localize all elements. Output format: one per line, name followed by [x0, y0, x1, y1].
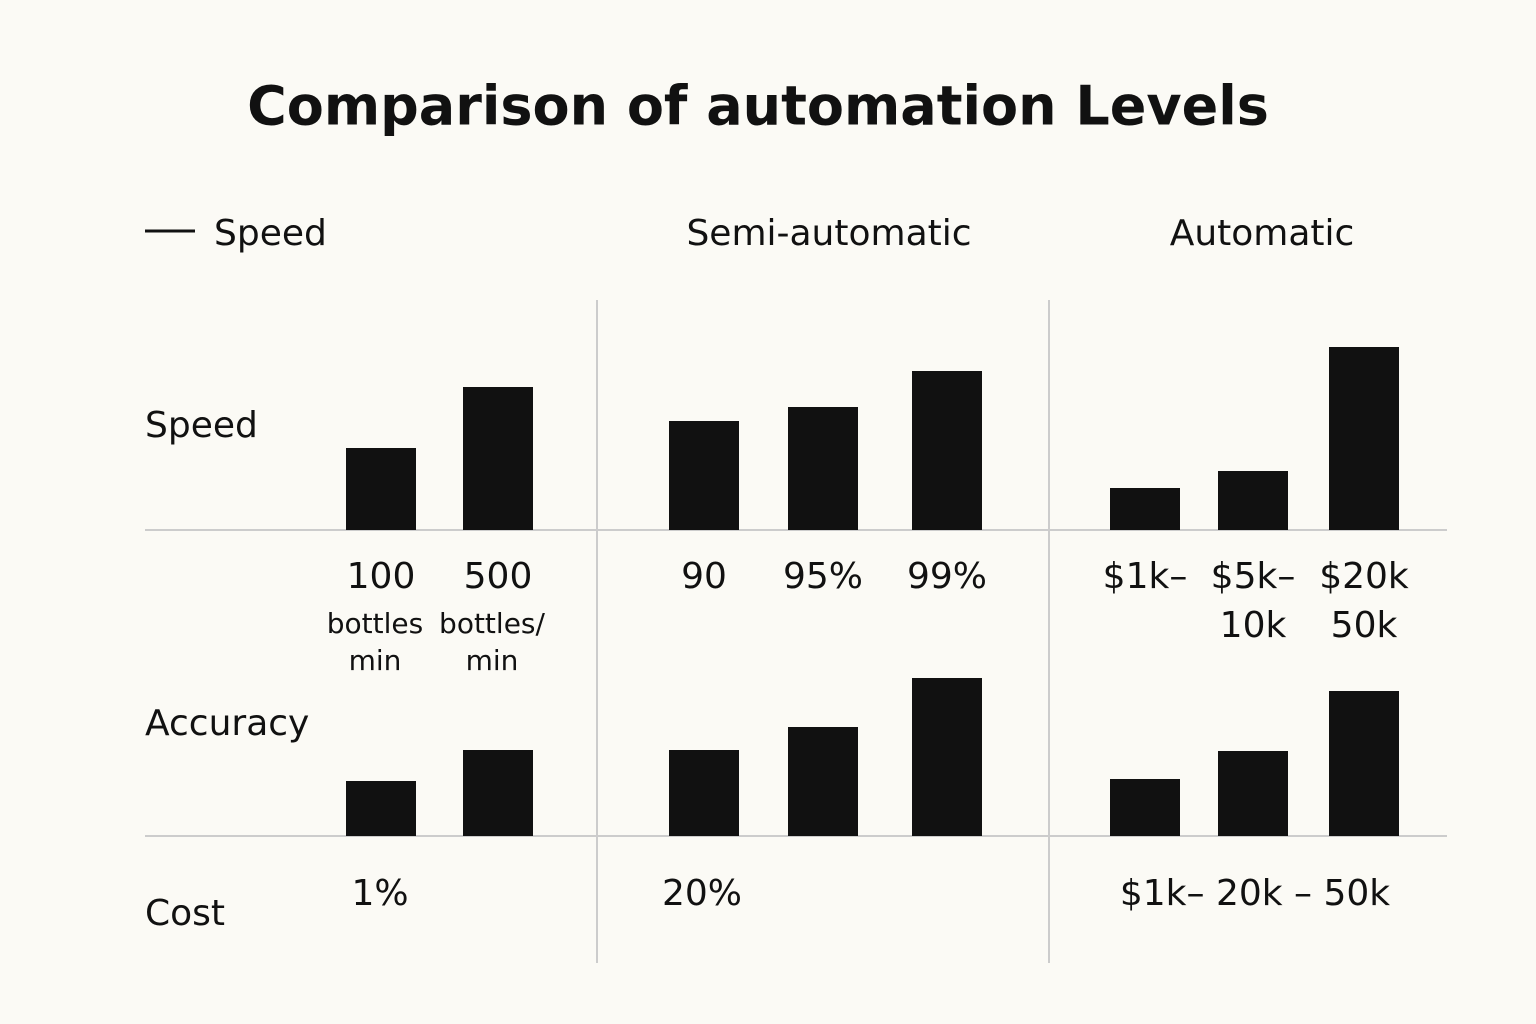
value-label: 50k: [1331, 605, 1398, 646]
row-label: Speed: [145, 405, 258, 446]
value-label: $1k–: [1103, 556, 1188, 597]
value-label: 10k: [1220, 605, 1287, 646]
bar: [1329, 347, 1399, 530]
bar: [788, 407, 858, 530]
column-header: Automatic: [1170, 213, 1355, 254]
bar: [669, 421, 739, 530]
value-label: 100: [347, 556, 416, 597]
bar: [1110, 488, 1180, 530]
bar: [912, 678, 982, 836]
bar: [1329, 691, 1399, 836]
value-label: 95%: [783, 556, 863, 597]
bar: [912, 371, 982, 530]
value-label: 20%: [662, 873, 742, 914]
row-label: Accuracy: [145, 703, 309, 744]
bar: [1218, 751, 1288, 836]
value-label: min: [466, 644, 519, 677]
row-label: Cost: [145, 893, 225, 934]
value-label: 500: [464, 556, 533, 597]
bar: [463, 387, 533, 530]
column-header: Semi-automatic: [686, 213, 971, 254]
legend-label: Speed: [214, 213, 327, 254]
bar: [463, 750, 533, 836]
value-label: bottles/: [439, 607, 545, 640]
bar: [1110, 779, 1180, 836]
value-label: 99%: [907, 556, 987, 597]
chart-title: Comparison of automation Levels: [247, 75, 1269, 138]
value-label: min: [349, 644, 402, 677]
value-label: $1k– 20k – 50k: [1120, 873, 1390, 914]
bar: [1218, 471, 1288, 530]
value-label: 1%: [351, 873, 408, 914]
value-label: bottles: [327, 607, 423, 640]
bar: [788, 727, 858, 836]
value-label: 90: [681, 556, 727, 597]
value-label: $20k: [1319, 556, 1409, 597]
bar: [669, 750, 739, 836]
bar: [346, 448, 416, 530]
bar: [346, 781, 416, 836]
value-label: $5k–: [1211, 556, 1296, 597]
